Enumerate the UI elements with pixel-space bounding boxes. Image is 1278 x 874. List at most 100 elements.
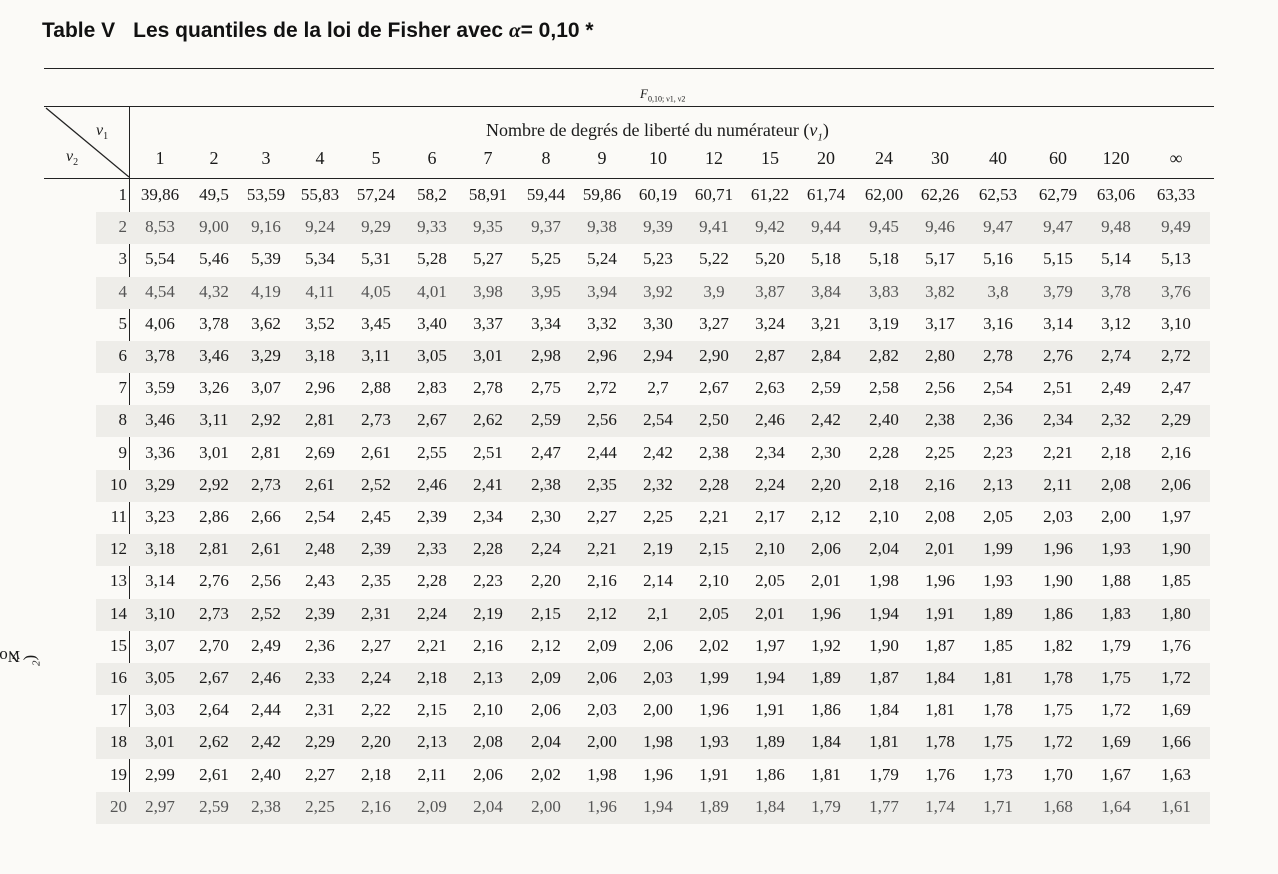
corner-diagonal [45, 107, 130, 178]
table-cell: 2,00 [1101, 507, 1131, 526]
table-cell: 9,41 [699, 217, 729, 237]
table-cell: 2,31 [305, 700, 335, 720]
table-cell: 3,9 [703, 281, 725, 301]
table-cell: 3,18 [305, 346, 335, 365]
table-cell: 2,83 [417, 378, 447, 398]
table-cell: 2,15 [531, 603, 561, 623]
table-cell: 2,92 [251, 410, 281, 430]
table-cell: 1,71 [983, 796, 1013, 816]
table-cell: 1,69 [1161, 700, 1191, 720]
table-cell: 2,11 [1043, 474, 1073, 494]
table-cell: 3,32 [587, 313, 617, 333]
table-cell: 2,82 [869, 346, 899, 365]
table-cell: 9,35 [473, 217, 503, 237]
table-cell: 2,21 [699, 507, 729, 526]
table-cell: 9,00 [199, 217, 229, 237]
table-cell: 3,79 [1043, 281, 1073, 301]
table-cell: 1,69 [1101, 732, 1131, 752]
table-cell: 3,05 [417, 346, 447, 365]
top-rule [44, 68, 1214, 69]
table-cell: 9,33 [417, 217, 447, 237]
table-cell: 2,72 [587, 378, 617, 398]
table-cell: 9,16 [251, 217, 281, 237]
table-cell: 1,61 [1161, 796, 1191, 816]
table-cell: 9,39 [643, 217, 673, 237]
table-cell: 2,52 [361, 474, 391, 494]
table-cell: 49,5 [199, 185, 229, 204]
table-cell: 62,79 [1038, 185, 1078, 204]
table-cell: 2,76 [1043, 346, 1073, 365]
table-cell: 1,73 [983, 764, 1013, 784]
table-cell: 1,85 [983, 635, 1013, 655]
table-cell: 2,29 [305, 732, 335, 752]
table-cell: 9,37 [531, 217, 561, 237]
table-cell: 2,58 [869, 378, 899, 398]
table-cell: 2,21 [417, 635, 447, 655]
table-cell: 2,76 [199, 571, 229, 591]
table-cell: 1,94 [643, 796, 673, 816]
table-cell: 3,07 [251, 378, 281, 398]
table-label: Table V [42, 19, 116, 42]
table-cell: 2,06 [643, 635, 673, 655]
table-cell: 4,11 [305, 281, 335, 301]
table-cell: 2,01 [755, 603, 785, 623]
table-cell: 2,45 [361, 507, 391, 526]
row-df-label: 8 [118, 410, 128, 430]
table-cell: 2,00 [531, 796, 561, 816]
table-cell: 2,10 [755, 539, 785, 559]
table-cell: 1,89 [983, 603, 1013, 623]
row-df-label: 14 [110, 603, 127, 623]
table-cell: 3,84 [811, 281, 841, 301]
table-cell: 61,74 [806, 185, 846, 204]
row-df-label: 2 [118, 217, 128, 237]
table-cell: 1,70 [1043, 764, 1073, 784]
table-cell: 5,18 [811, 249, 841, 269]
table-cell: 2,13 [417, 732, 447, 752]
column-header: 8 [541, 148, 551, 168]
table-cell: 3,34 [531, 313, 561, 333]
table-cell: 2,01 [925, 539, 955, 559]
table-cell: 3,8 [987, 281, 1009, 301]
table-cell: 2,46 [755, 410, 785, 430]
column-header: 12 [705, 148, 723, 168]
row-df-label: 4 [118, 281, 128, 301]
table-cell: 2,28 [417, 571, 447, 591]
table-cell: 2,97 [145, 796, 175, 816]
table-cell: 2,06 [587, 668, 617, 687]
table-row: 3 5,54 5,46 5,39 5,34 5,31 5,28 5,27 5,25 5,24 5,2… [96, 244, 1210, 276]
row-df-label: 16 [110, 668, 127, 687]
table-cell: 9,47 [1043, 217, 1073, 237]
column-header: 9 [597, 148, 607, 168]
table-cell: 2,30 [811, 442, 841, 462]
table-cell: 2,56 [251, 571, 281, 591]
table-cell: 4,01 [417, 281, 447, 301]
table-cell: 2,33 [305, 668, 335, 687]
table-cell: 2,05 [983, 507, 1013, 526]
table-cell: 3,26 [199, 378, 229, 398]
table-cell: 2,80 [925, 346, 955, 365]
table-cell: 5,23 [643, 249, 673, 269]
table-cell: 5,27 [473, 249, 503, 269]
table-cell: 4,54 [145, 281, 175, 301]
table-cell: 2,12 [587, 603, 617, 623]
table-cell: 2,62 [199, 732, 229, 752]
table-cell: 2,19 [643, 539, 673, 559]
table-cell: 2,32 [1101, 410, 1131, 430]
f-symbol: F [640, 86, 648, 101]
row-df-label: 15 [110, 635, 127, 655]
table-cell: 1,86 [811, 700, 841, 720]
table-cell: 2,61 [305, 474, 335, 494]
row-label-divider [129, 106, 130, 810]
table-cell: 3,87 [755, 281, 785, 301]
table-cell: 4,05 [361, 281, 391, 301]
table-cell: 2,84 [811, 346, 841, 365]
row-df-label: 17 [110, 700, 127, 720]
column-header: 7 [483, 148, 493, 168]
table-cell: 1,90 [1043, 571, 1073, 591]
table-cell: 2,96 [587, 346, 617, 365]
table-cell: 2,29 [1161, 410, 1191, 430]
column-header: 40 [989, 148, 1007, 168]
table-cell: 1,80 [1161, 603, 1191, 623]
table-cell: 2,56 [587, 410, 617, 430]
row-df-label: 10 [110, 474, 127, 494]
